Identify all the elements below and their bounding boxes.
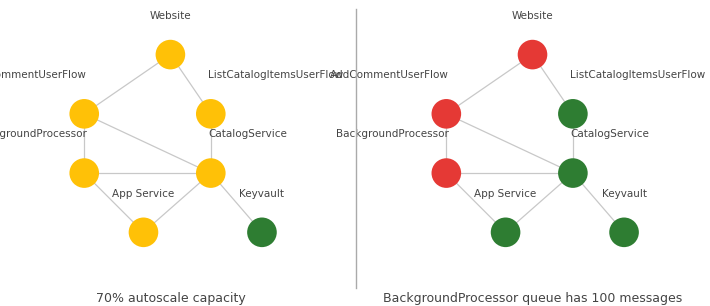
Text: CatalogService: CatalogService — [570, 129, 649, 140]
Text: 70% autoscale capacity: 70% autoscale capacity — [96, 292, 245, 304]
Text: Website: Website — [512, 11, 553, 21]
Text: Website: Website — [150, 11, 191, 21]
Text: App Service: App Service — [474, 189, 537, 199]
Text: BackgroundProcessor: BackgroundProcessor — [0, 129, 87, 140]
Circle shape — [155, 40, 185, 69]
Circle shape — [196, 158, 226, 188]
Text: Keyvault: Keyvault — [239, 189, 285, 199]
Text: AddCommentUserFlow: AddCommentUserFlow — [330, 70, 449, 80]
Circle shape — [491, 218, 520, 247]
Text: Keyvault: Keyvault — [601, 189, 647, 199]
Text: CatalogService: CatalogService — [208, 129, 287, 140]
Circle shape — [196, 99, 226, 129]
Circle shape — [518, 40, 547, 69]
Text: App Service: App Service — [112, 189, 175, 199]
Circle shape — [129, 218, 158, 247]
Circle shape — [558, 99, 588, 129]
Circle shape — [70, 99, 99, 129]
Circle shape — [70, 158, 99, 188]
Circle shape — [609, 218, 639, 247]
Text: BackgroundProcessor: BackgroundProcessor — [336, 129, 449, 140]
Circle shape — [432, 158, 461, 188]
Text: ListCatalogItemsUserFlow: ListCatalogItemsUserFlow — [570, 70, 706, 80]
Text: BackgroundProcessor queue has 100 messages: BackgroundProcessor queue has 100 messag… — [383, 292, 682, 304]
Circle shape — [432, 99, 461, 129]
Circle shape — [558, 158, 588, 188]
Text: AddCommentUserFlow: AddCommentUserFlow — [0, 70, 87, 80]
Text: ListCatalogItemsUserFlow: ListCatalogItemsUserFlow — [208, 70, 344, 80]
Circle shape — [247, 218, 277, 247]
